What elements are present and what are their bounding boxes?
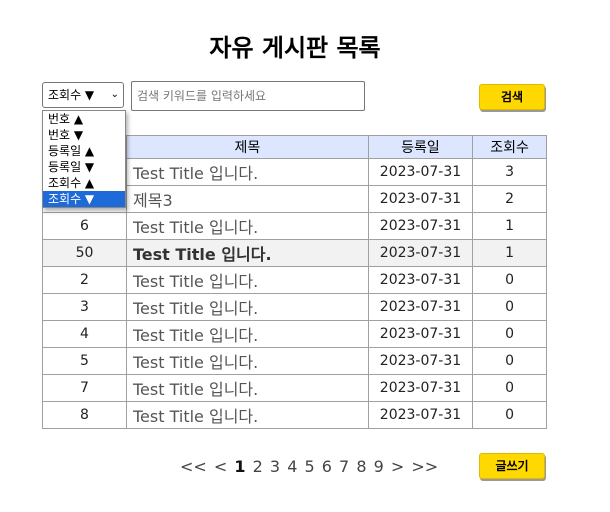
row-date: 2023-07-31: [367, 374, 474, 402]
sort-option[interactable]: 조회수 ▲: [48, 176, 95, 190]
page-link[interactable]: 9: [373, 457, 384, 476]
row-date: 2023-07-31: [367, 239, 474, 267]
pagination: << < 1 2 3 4 5 6 7 8 9 > >>: [180, 457, 440, 476]
sort-option[interactable]: 등록일 ▲: [48, 144, 95, 158]
board-table: 제목 등록일 조회수 Test Title 입니다. 2023-07-31 3 …: [42, 135, 547, 429]
page-prev-link[interactable]: <: [213, 457, 228, 476]
row-views: 1: [472, 239, 547, 267]
row-views: 0: [472, 401, 547, 429]
row-no: 4: [42, 320, 127, 348]
header-title: 제목: [126, 135, 369, 159]
page-link-current[interactable]: 1: [234, 457, 246, 476]
row-title-link[interactable]: Test Title 입니다.: [126, 347, 369, 375]
table-row[interactable]: 8 Test Title 입니다. 2023-07-31 0: [42, 401, 547, 429]
header-date: 등록일: [367, 135, 474, 159]
row-views: 0: [472, 320, 547, 348]
row-views: 0: [472, 347, 547, 375]
row-title-link[interactable]: Test Title 입니다.: [126, 320, 369, 348]
sort-select-value: 조회수 ▼: [48, 88, 95, 102]
page-link[interactable]: 7: [339, 457, 350, 476]
page-next-link[interactable]: >: [390, 457, 405, 476]
header-views: 조회수: [472, 135, 547, 159]
row-date: 2023-07-31: [367, 293, 474, 321]
table-row[interactable]: 3 Test Title 입니다. 2023-07-31 0: [42, 293, 547, 321]
row-views: 0: [472, 293, 547, 321]
table-row-highlighted[interactable]: 50 Test Title 입니다. 2023-07-31 1: [42, 239, 547, 267]
row-title-link[interactable]: Test Title 입니다.: [126, 239, 369, 267]
page-link[interactable]: 8: [356, 457, 367, 476]
row-no: 7: [42, 374, 127, 402]
sort-select[interactable]: 조회수 ▼ ⌄: [42, 82, 124, 108]
table-row[interactable]: 4 Test Title 입니다. 2023-07-31 0: [42, 320, 547, 348]
row-views: 0: [472, 266, 547, 294]
row-date: 2023-07-31: [367, 401, 474, 429]
row-title-link[interactable]: Test Title 입니다.: [126, 158, 369, 186]
row-title-link[interactable]: Test Title 입니다.: [126, 374, 369, 402]
page-first-link[interactable]: <<: [180, 457, 207, 476]
sort-option[interactable]: 등록일 ▼: [48, 160, 95, 174]
row-no: 2: [42, 266, 127, 294]
table-row[interactable]: 제목3 2023-07-31 2: [42, 185, 547, 213]
table-row[interactable]: 7 Test Title 입니다. 2023-07-31 0: [42, 374, 547, 402]
row-views: 1: [472, 212, 547, 240]
chevron-down-icon: ⌄: [110, 89, 119, 100]
row-date: 2023-07-31: [367, 320, 474, 348]
sort-option[interactable]: 번호 ▲: [48, 112, 84, 126]
row-date: 2023-07-31: [367, 185, 474, 213]
row-views: 0: [472, 374, 547, 402]
page-link[interactable]: 2: [252, 457, 263, 476]
row-views: 2: [472, 185, 547, 213]
page-link[interactable]: 4: [287, 457, 298, 476]
row-title-link[interactable]: Test Title 입니다.: [126, 293, 369, 321]
row-no: 8: [42, 401, 127, 429]
page-link[interactable]: 5: [304, 457, 315, 476]
page-title: 자유 게시판 목록: [209, 34, 381, 62]
row-date: 2023-07-31: [367, 158, 474, 186]
row-title-link[interactable]: Test Title 입니다.: [126, 266, 369, 294]
row-no: 6: [42, 212, 127, 240]
sort-option[interactable]: 번호 ▼: [48, 128, 84, 142]
row-title-link[interactable]: 제목3: [126, 185, 369, 213]
page-last-link[interactable]: >>: [411, 457, 439, 476]
page-link[interactable]: 3: [269, 457, 281, 476]
row-no: 3: [42, 293, 127, 321]
table-row[interactable]: 2 Test Title 입니다. 2023-07-31 0: [42, 266, 547, 294]
page-link[interactable]: 6: [321, 457, 332, 476]
row-date: 2023-07-31: [367, 212, 474, 240]
row-no: 50: [42, 239, 127, 267]
row-date: 2023-07-31: [367, 266, 474, 294]
row-views: 3: [472, 158, 547, 186]
row-date: 2023-07-31: [367, 347, 474, 375]
row-no: 5: [42, 347, 127, 375]
sort-option-selected[interactable]: 조회수 ▼: [43, 191, 125, 207]
row-title-link[interactable]: Test Title 입니다.: [126, 212, 369, 240]
write-button[interactable]: 글쓰기: [479, 453, 545, 479]
search-placeholder: 검색 키워드를 입력하세요: [137, 89, 267, 103]
search-input[interactable]: 검색 키워드를 입력하세요: [131, 81, 365, 111]
table-row[interactable]: 5 Test Title 입니다. 2023-07-31 0: [42, 347, 547, 375]
search-button[interactable]: 검색: [479, 84, 545, 110]
sort-dropdown-list: 번호 ▲ 번호 ▼ 등록일 ▲ 등록일 ▼ 조회수 ▲ 조회수 ▼: [42, 110, 126, 208]
table-row[interactable]: 6 Test Title 입니다. 2023-07-31 1: [42, 212, 547, 240]
row-title-link[interactable]: Test Title 입니다.: [126, 401, 369, 429]
